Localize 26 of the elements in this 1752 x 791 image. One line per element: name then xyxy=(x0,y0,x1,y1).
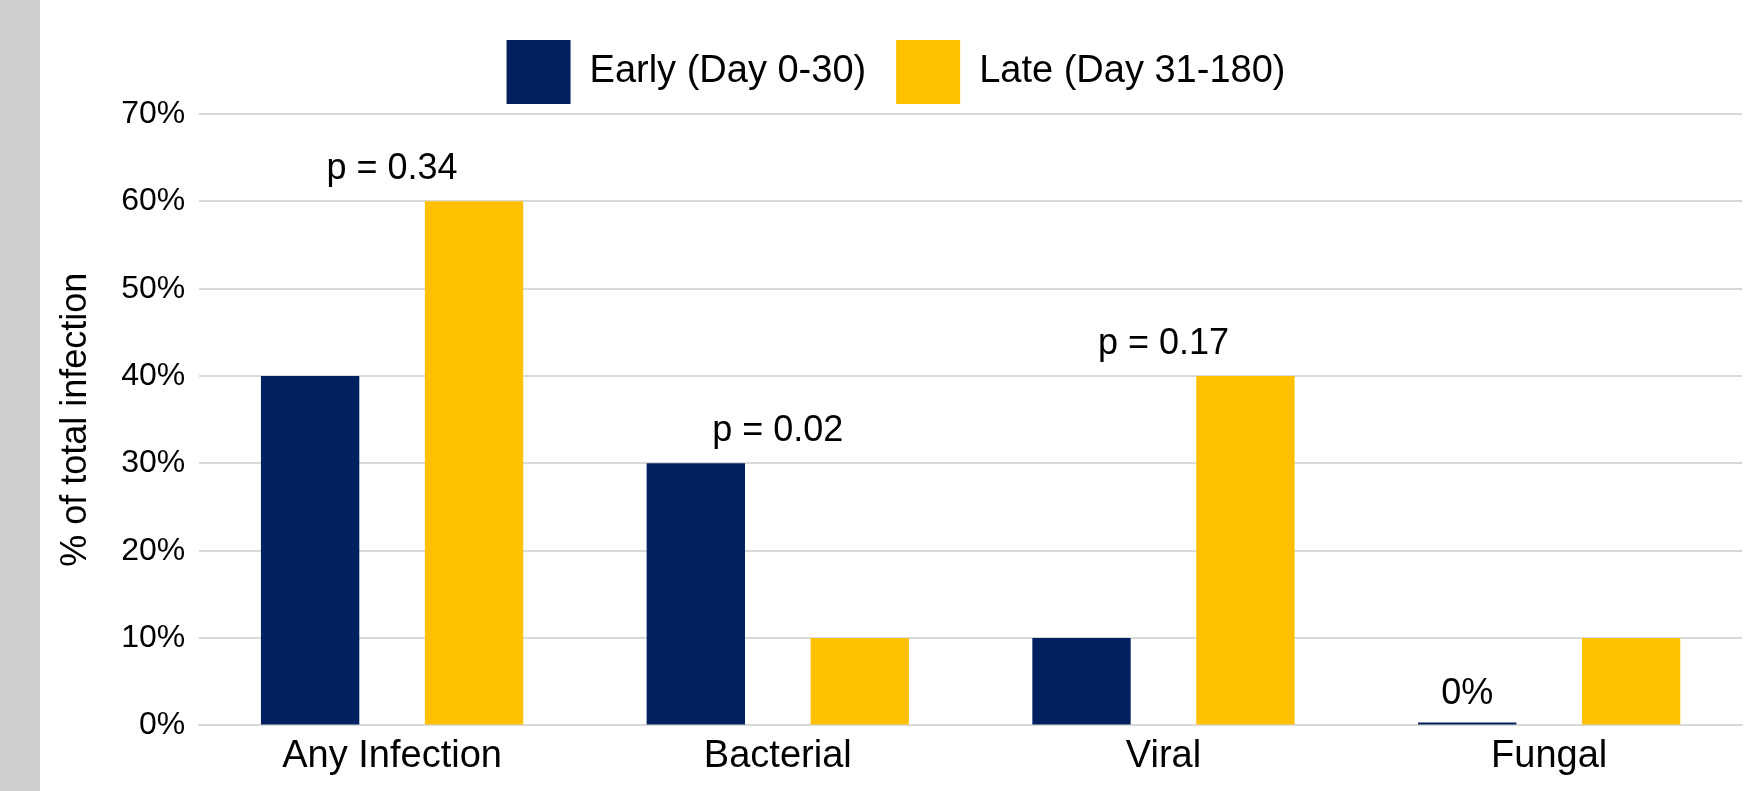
y-tick-label: 10% xyxy=(121,617,186,654)
y-tick-label: 20% xyxy=(121,530,186,567)
bar xyxy=(1581,638,1681,725)
x-tick-label: Fungal xyxy=(1491,732,1608,775)
annotation: p = 0.34 xyxy=(326,146,458,188)
bar xyxy=(646,463,745,725)
annotation: p = 0.02 xyxy=(712,408,844,450)
x-tick-label: Viral xyxy=(1125,732,1202,775)
y-tick-label: 0% xyxy=(139,705,186,742)
y-tick-label: 30% xyxy=(121,443,186,480)
bar xyxy=(1032,638,1131,725)
legend-label: Late (Day 31-180) xyxy=(979,48,1286,91)
y-tick-label: 70% xyxy=(121,93,186,130)
bar xyxy=(260,376,360,725)
y-axis-title: % of total infection xyxy=(52,272,94,567)
data-label: 0% xyxy=(1441,671,1494,713)
bar xyxy=(810,638,909,725)
y-tick-label: 60% xyxy=(121,181,186,218)
y-tick-label: 50% xyxy=(121,268,186,305)
x-tick-label: Any Infection xyxy=(282,732,502,775)
x-tick-label: Bacterial xyxy=(703,732,852,775)
y-tick-label: 40% xyxy=(121,355,186,392)
bar xyxy=(424,201,524,725)
annotation: p = 0.17 xyxy=(1097,320,1230,362)
legend-label: Early (Day 0-30) xyxy=(589,48,867,91)
bar xyxy=(1196,376,1295,725)
